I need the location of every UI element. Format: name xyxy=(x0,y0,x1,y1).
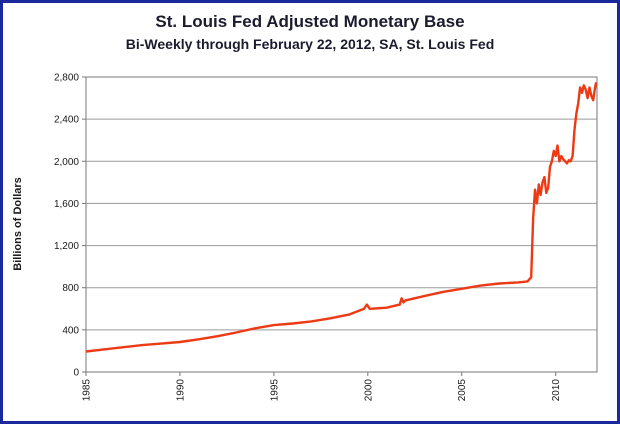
chart-svg: 0 400 800 1,200 1,600 2,000 2,400 2,800 1985 199… xyxy=(12,73,598,402)
chart-subtitle: Bi-Weekly through February 22, 2012, SA,… xyxy=(125,36,495,52)
y-tick-label: 1,600 xyxy=(54,199,79,210)
y-axis-label: Billions of Dollars xyxy=(12,177,24,271)
plot-area xyxy=(85,76,598,373)
y-tick-label: 800 xyxy=(62,283,79,294)
x-tick-label: 1995 xyxy=(269,379,280,402)
x-tick-label: 2005 xyxy=(457,379,468,402)
x-tick-label: 1985 xyxy=(82,379,93,402)
gridlines xyxy=(86,118,597,331)
series-line xyxy=(85,82,598,353)
x-tick-label: 1990 xyxy=(175,379,186,402)
y-tick-label: 2,400 xyxy=(54,115,79,126)
y-axis: 0 400 800 1,200 1,600 2,000 2,400 2,800 xyxy=(54,73,86,379)
x-tick-label: 2000 xyxy=(363,379,374,402)
y-tick-label: 1,200 xyxy=(54,241,79,252)
x-tick-label: 2010 xyxy=(551,379,562,402)
chart-title: St. Louis Fed Adjusted Monetary Base xyxy=(155,12,465,31)
y-tick-label: 0 xyxy=(73,368,79,379)
y-tick-label: 2,800 xyxy=(54,73,79,84)
y-tick-label: 2,000 xyxy=(54,157,79,168)
x-axis: 1985 1990 1995 2000 2005 2010 xyxy=(82,372,562,402)
y-tick-label: 400 xyxy=(62,325,79,336)
